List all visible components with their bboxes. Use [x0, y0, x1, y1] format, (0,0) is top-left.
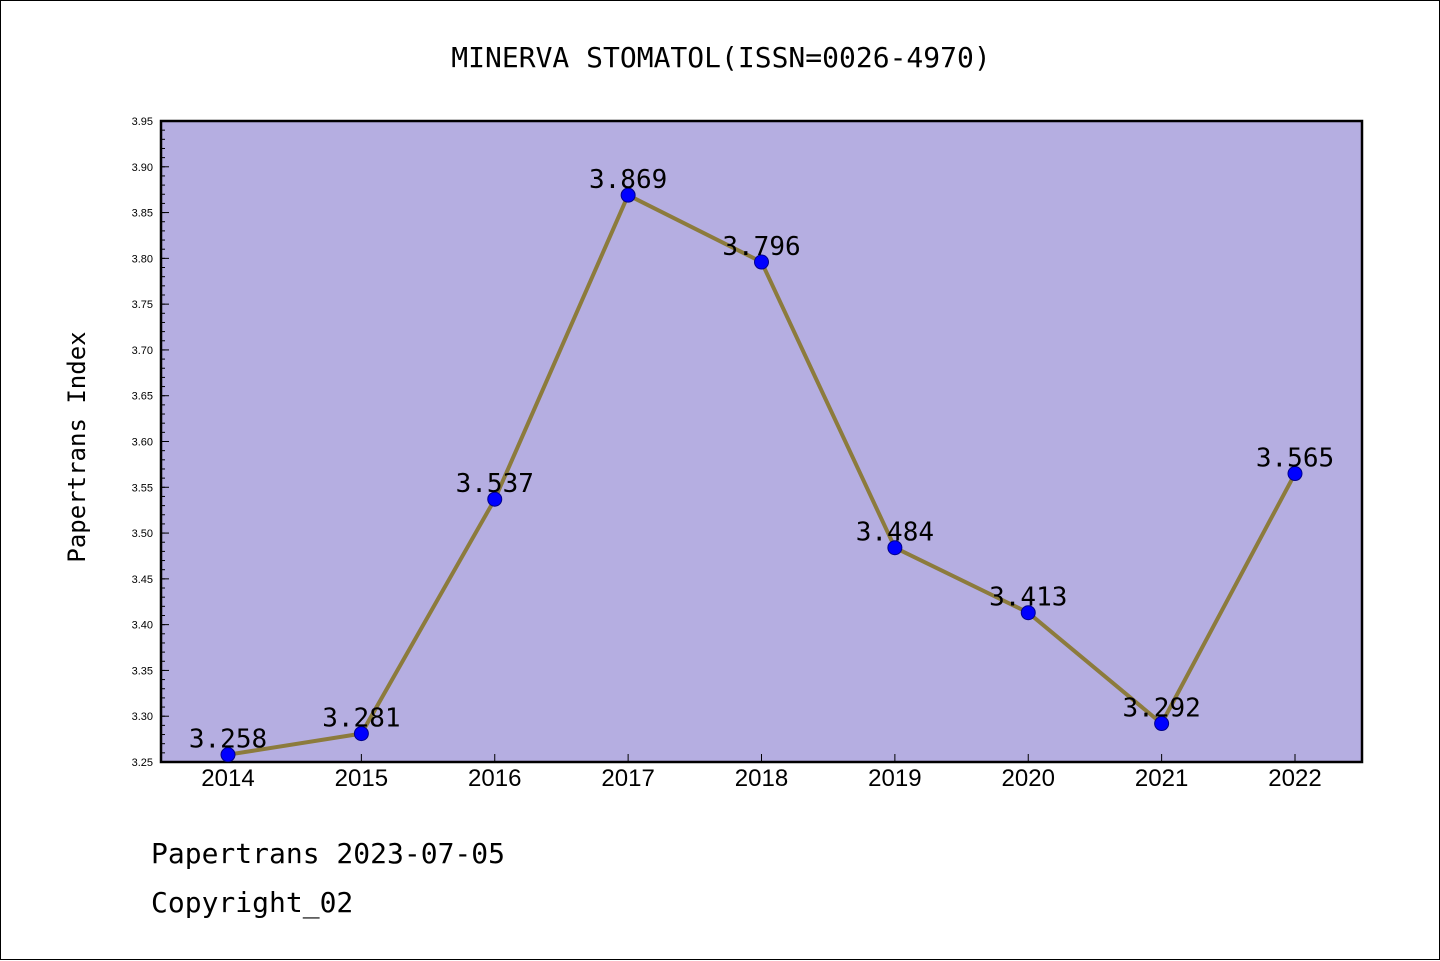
data-label: 3.484	[856, 518, 934, 548]
data-label: 3.565	[1256, 444, 1334, 474]
data-label: 3.537	[456, 469, 534, 499]
y-axis-ticks: 3.25 3.30 3.35 3.40 3.45 3.50 3.55 3.60 3.65 3.70…	[132, 116, 169, 769]
data-label: 3.281	[322, 704, 400, 734]
data-labels-layer: 3.258 3.281 3.537 3.869 3.796 3.484 3.413 3.292…	[189, 165, 1334, 755]
y-tick-label: 3.80	[132, 253, 153, 265]
data-point	[754, 254, 769, 270]
data-label: 3.796	[722, 232, 800, 262]
data-point	[887, 540, 903, 556]
x-tick-label: 2022	[1268, 765, 1321, 792]
x-tick-label: 2017	[601, 765, 654, 792]
data-point	[353, 726, 369, 742]
data-point	[620, 187, 636, 203]
y-tick-label: 3.30	[132, 711, 153, 723]
footer-copyright: Copyright_02	[151, 886, 354, 919]
data-point	[1287, 466, 1303, 482]
y-tick-label: 3.50	[132, 528, 153, 540]
y-axis-label: Papertrans Index	[63, 331, 91, 562]
y-tick-label: 3.90	[132, 162, 153, 174]
y-tick-label: 3.35	[132, 665, 153, 677]
y-tick-label: 3.25	[132, 757, 153, 769]
chart-title: MINERVA STOMATOL(ISSN=0026-4970)	[451, 41, 990, 74]
y-tick-label: 3.55	[132, 482, 153, 494]
data-point	[487, 491, 503, 507]
x-tick-label: 2021	[1135, 765, 1188, 792]
data-point	[1154, 716, 1170, 732]
x-tick-label: 2018	[735, 765, 788, 792]
data-point	[220, 747, 236, 763]
x-tick-label: 2020	[1002, 765, 1055, 792]
footer-source: Papertrans 2023-07-05	[151, 837, 506, 870]
y-tick-label: 3.40	[132, 620, 153, 632]
plot-area	[159, 119, 1364, 764]
y-tick-label: 3.75	[132, 299, 153, 311]
data-label: 3.869	[589, 165, 667, 195]
x-tick-label: 2019	[868, 765, 921, 792]
x-tick-label: 2016	[468, 765, 521, 792]
y-tick-label: 3.65	[132, 391, 153, 403]
y-tick-label: 3.85	[132, 208, 153, 220]
data-label: 3.292	[1122, 694, 1200, 724]
x-axis-ticks: 2014 2015 2016 2017 2018 2019 2020 2021 2022	[201, 754, 1322, 792]
data-label: 3.258	[189, 725, 267, 755]
y-tick-label: 3.60	[132, 437, 153, 449]
x-tick-label: 2015	[335, 765, 388, 792]
data-point	[1020, 605, 1036, 621]
data-label: 3.413	[989, 583, 1067, 613]
y-tick-label: 3.95	[132, 116, 153, 128]
y-tick-label: 3.45	[132, 574, 153, 586]
series-layer	[220, 187, 1303, 763]
y-tick-label: 3.70	[132, 345, 153, 357]
x-tick-label: 2014	[201, 765, 254, 792]
